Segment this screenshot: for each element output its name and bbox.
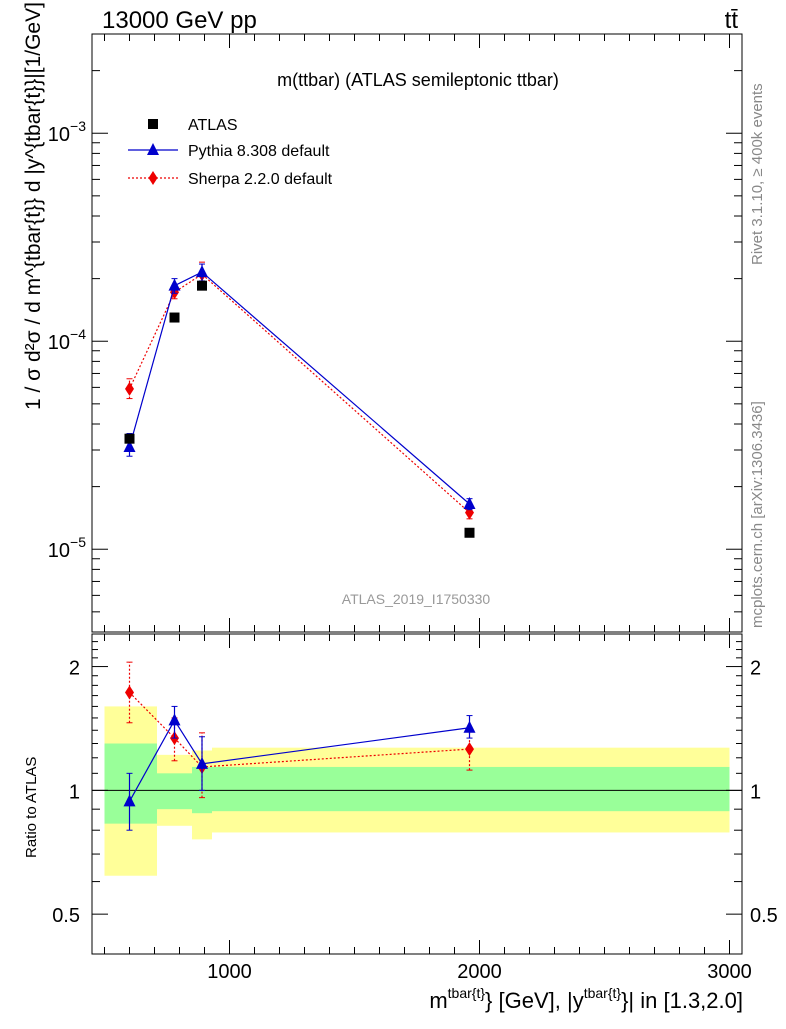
series-line <box>129 692 470 768</box>
data-point <box>196 756 208 769</box>
data-point <box>196 265 208 278</box>
legend: ATLAS Pythia 8.308 default Sherpa 2.2.0 de… <box>128 117 333 188</box>
legend-marker <box>148 171 158 185</box>
ratio-plot-data <box>123 661 476 831</box>
data-point <box>463 496 476 509</box>
data-point <box>465 742 474 757</box>
legend-marker <box>147 143 159 155</box>
series-line <box>128 273 470 514</box>
ratio-y-tick-label: 1 <box>750 781 761 803</box>
xlabel-end: }| in [1.3,2.0] <box>621 988 743 1013</box>
y-tick-label-base: 10 <box>48 124 70 146</box>
ratio-plot-xlabel: mtbar{t}} [GeV], |ytbar{t}}| in [1.3,2.0… <box>429 985 743 1013</box>
data-point <box>465 505 474 520</box>
ratio-band-green <box>157 773 192 810</box>
y-tick-label-exponent: −5 <box>70 534 86 550</box>
xlabel-sup1: tbar{t} <box>448 985 486 1001</box>
y-tick-label: 10−3 <box>48 118 86 146</box>
main-plot-frame <box>91 33 743 633</box>
y-tick-label: 10−5 <box>48 534 86 562</box>
main-plot-ylabel: 1 / σ d²σ / d m^{tbar{t}} d |y^{tbar{t}}… <box>22 2 45 410</box>
y-tick-label-exponent: −4 <box>70 326 86 342</box>
series-line <box>128 719 470 802</box>
xlabel-sup2: tbar{t} <box>584 985 622 1001</box>
y-tick-label: 10−4 <box>48 326 86 354</box>
mcplots-label: mcplots.cern.ch [arXiv:1306.3436] <box>749 401 766 628</box>
main-plot-data <box>123 261 476 538</box>
analysis-watermark: ATLAS_2019_I1750330 <box>342 591 491 607</box>
y-tick-label-exponent: −3 <box>70 118 86 134</box>
xlabel-m: m <box>429 988 447 1013</box>
main-plot-panel: 10−510−410−3 m(ttbar) (ATLAS semileptoni… <box>22 2 743 633</box>
main-plot-ticks: 10−510−410−3 <box>48 33 742 633</box>
series-line <box>128 271 470 505</box>
ratio-band-green <box>104 743 157 824</box>
data-point <box>123 794 136 807</box>
xlabel-mid: } [GeV], |y <box>485 988 584 1013</box>
main-plot-title: m(ttbar) (ATLAS semileptonic ttbar) <box>277 70 559 90</box>
x-tick-label: 2000 <box>457 961 502 983</box>
collision-energy-label: 13000 GeV pp <box>102 7 257 34</box>
data-point <box>464 527 475 538</box>
data-point <box>124 433 135 444</box>
data-point <box>123 440 136 453</box>
data-point <box>168 713 181 726</box>
data-point <box>197 280 207 291</box>
ratio-y-tick-label: 1 <box>69 781 80 803</box>
data-point <box>168 278 181 291</box>
data-point <box>463 720 476 733</box>
process-label: tt̄ <box>725 7 739 34</box>
ratio-band-green <box>212 766 730 812</box>
ratio-y-tick-label: 0.5 <box>52 905 80 927</box>
ratio-plot-ylabel: Ratio to ATLAS <box>23 757 40 858</box>
ratio-plot-ticks: 1000 2000 3000 0.5 0.5 1 1 2 2 <box>52 634 778 983</box>
legend-marker <box>148 119 158 129</box>
y-tick-label-base: 10 <box>48 332 70 354</box>
ratio-y-tick-label: 2 <box>69 658 80 680</box>
rivet-label: Rivet 3.1.10, ≥ 400k events <box>749 83 766 265</box>
y-tick-label-base: 10 <box>48 540 70 562</box>
legend-label: Sherpa 2.2.0 default <box>188 171 333 188</box>
x-tick-label: 1000 <box>207 961 252 983</box>
ratio-y-tick-label: 2 <box>750 658 761 680</box>
data-point <box>125 381 134 396</box>
x-tick-label: 3000 <box>707 961 752 983</box>
legend-label: ATLAS <box>188 117 238 134</box>
ratio-plot-frame <box>91 633 743 955</box>
legend-label: Pythia 8.308 default <box>188 143 330 160</box>
ratio-y-tick-label: 0.5 <box>750 905 778 927</box>
data-point <box>169 312 180 323</box>
ratio-uncertainty-bands <box>104 706 730 876</box>
data-point <box>125 685 134 700</box>
